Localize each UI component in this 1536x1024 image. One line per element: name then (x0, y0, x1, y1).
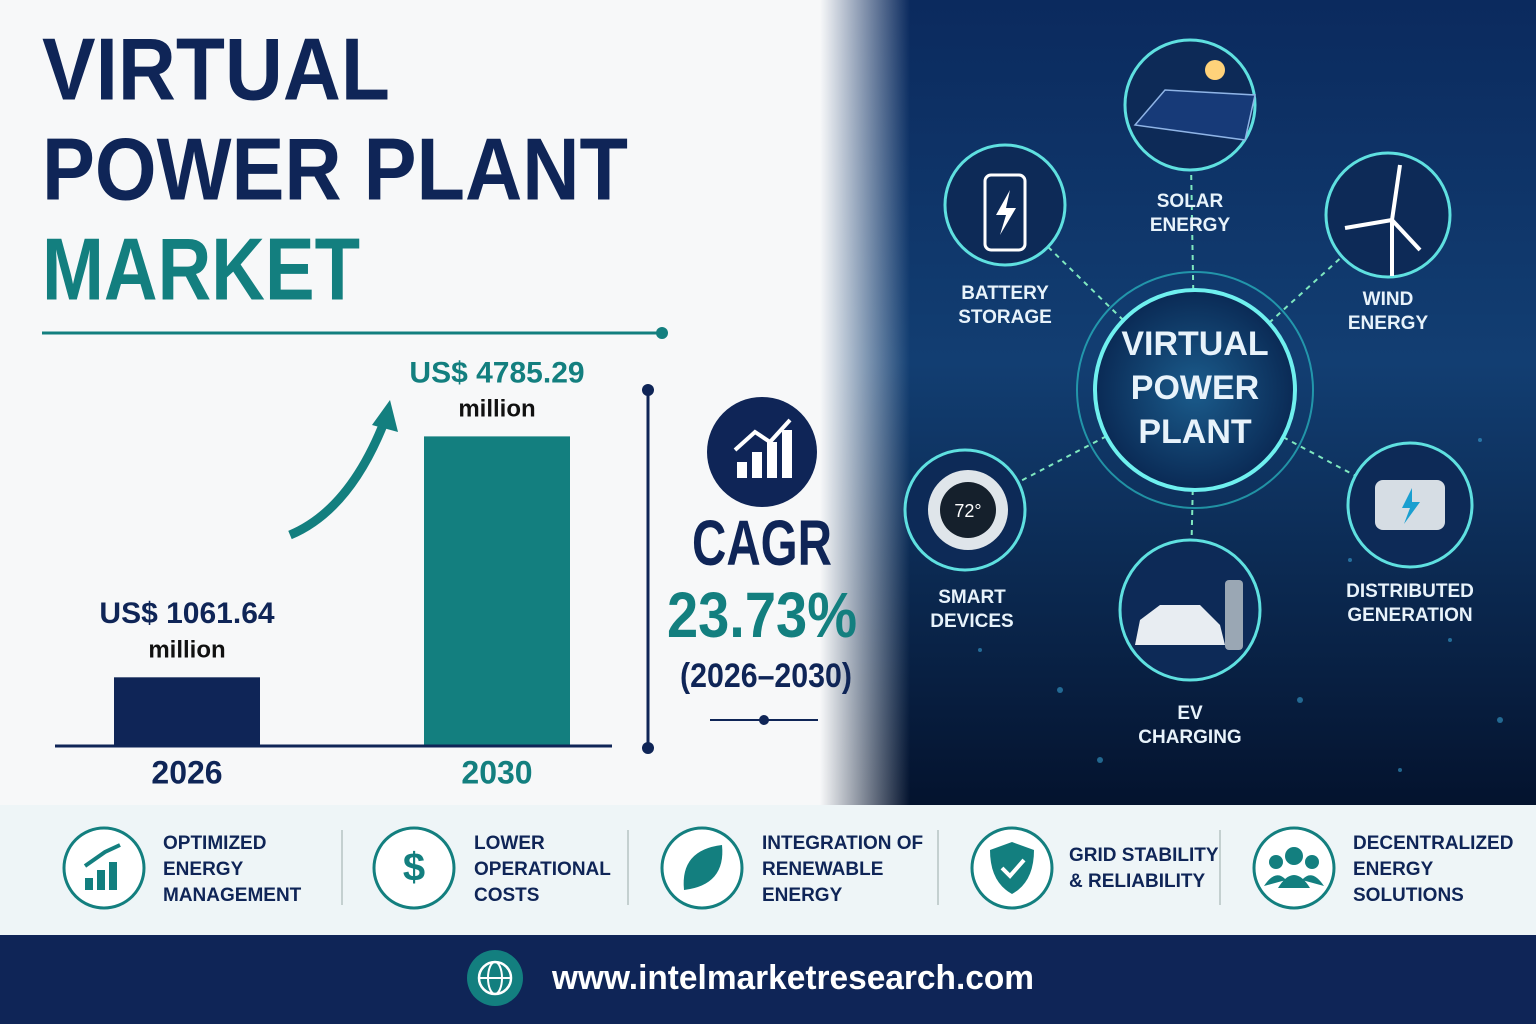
footer-url[interactable]: www.intelmarketresearch.com (551, 959, 1034, 997)
growth-arrow-head (372, 400, 398, 432)
benefit: OPTIMIZED ENERGY MANAGEMENT (62, 826, 302, 910)
benefit-text: INTEGRATION OF (762, 833, 923, 854)
node-label: ENERGY (1150, 215, 1231, 236)
background-fade (820, 0, 910, 805)
value-label: US$ 4785.29 (409, 356, 584, 389)
center-label: PLANT (1138, 413, 1252, 451)
benefit-text: COSTS (474, 885, 539, 906)
globe-icon (467, 950, 523, 1006)
title-rule-dot (656, 327, 668, 339)
divider-dot (642, 742, 654, 754)
node-label: SOLAR (1157, 191, 1224, 212)
cagr-label: CAGR (692, 507, 832, 579)
bar-chart: US$ 1061.64 million 2026 US$ 4785.29 million… (99, 356, 584, 790)
value-unit: million (458, 396, 535, 423)
node-label: SMART (938, 587, 1006, 608)
svg-text:$: $ (403, 846, 425, 890)
node-label: WIND (1363, 289, 1414, 310)
node-wind: WIND ENERGY (1324, 151, 1452, 334)
title-line: VIRTUAL (42, 19, 390, 118)
benefit: $ LOWER OPERATIONAL COSTS (372, 826, 611, 910)
benefit-text: OPERATIONAL (474, 859, 611, 880)
benefit-text: LOWER (474, 833, 545, 854)
benefit-text: & RELIABILITY (1069, 871, 1205, 892)
benefit: INTEGRATION OF RENEWABLE ENERGY (660, 826, 923, 910)
title-line: POWER PLANT (42, 119, 628, 218)
x-tick-label: 2026 (151, 754, 222, 790)
node-label: STORAGE (958, 307, 1052, 328)
bar (114, 677, 260, 746)
benefit-text: GRID STABILITY (1069, 845, 1219, 866)
benefit-text: OPTIMIZED (163, 833, 266, 854)
benefit-text: ENERGY (762, 885, 843, 906)
diagram-center: VIRTUAL POWER PLANT (1076, 271, 1314, 509)
svg-text:72°: 72° (954, 501, 981, 521)
title-line: MARKET (42, 219, 360, 318)
center-label: POWER (1131, 369, 1259, 407)
cagr-period: (2026–2030) (680, 657, 852, 695)
growth-arrow (288, 418, 390, 540)
benefit-text: MANAGEMENT (163, 885, 302, 906)
node-label: BATTERY (961, 283, 1049, 304)
cagr-icon (707, 397, 817, 507)
benefit-text: SOLUTIONS (1353, 885, 1464, 906)
node-label: DEVICES (930, 611, 1013, 632)
benefit-text: RENEWABLE (762, 859, 883, 880)
benefit: GRID STABILITY & RELIABILITY (970, 826, 1219, 910)
node-battery: BATTERY STORAGE (943, 143, 1067, 328)
node-label: DISTRIBUTED (1346, 581, 1474, 602)
benefit: DECENTRALIZED ENERGY SOLUTIONS (1252, 826, 1513, 910)
value-label: US$ 1061.64 (99, 597, 274, 630)
node-distributed-generation: DISTRIBUTED GENERATION (1346, 441, 1474, 626)
node-ev-charging: EV CHARGING (1118, 538, 1262, 748)
cagr-rule-dot (759, 715, 769, 725)
x-tick-label: 2030 (461, 754, 532, 790)
node-label: GENERATION (1347, 605, 1472, 626)
node-label: EV (1177, 703, 1203, 724)
node-solar: SOLAR ENERGY (1123, 38, 1257, 236)
cagr-value: 23.73% (667, 579, 857, 651)
benefit-text: ENERGY (1353, 859, 1434, 880)
node-label: CHARGING (1138, 727, 1241, 748)
node-label: ENERGY (1348, 313, 1429, 334)
footer (0, 935, 1536, 1024)
node-smart-devices: 72° SMART DEVICES (903, 448, 1027, 632)
value-unit: million (148, 637, 225, 664)
divider-dot (642, 384, 654, 396)
bar (424, 436, 570, 746)
center-label: VIRTUAL (1121, 325, 1268, 363)
benefit-text: ENERGY (163, 859, 244, 880)
benefit-text: DECENTRALIZED (1353, 833, 1513, 854)
